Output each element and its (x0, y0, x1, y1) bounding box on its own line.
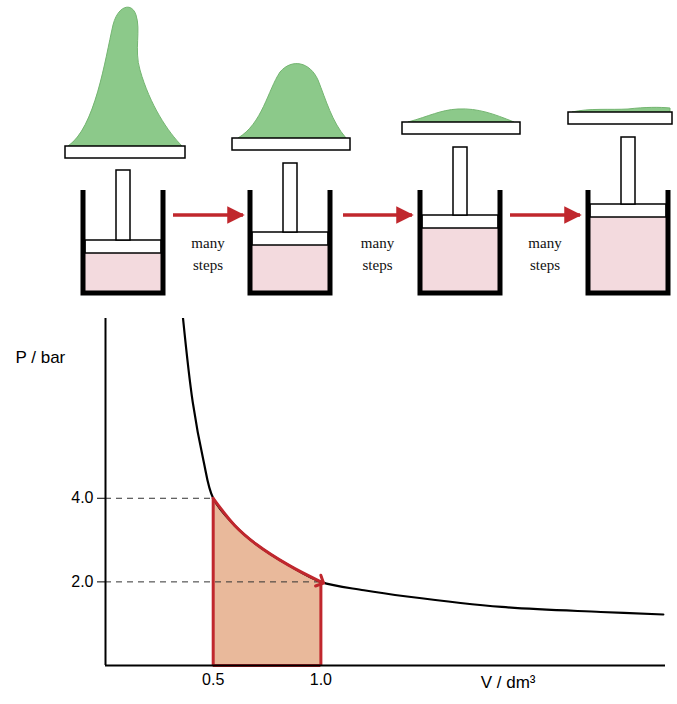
svg-text:V / dm³: V / dm³ (481, 673, 536, 692)
svg-text:0.5: 0.5 (202, 671, 224, 688)
svg-text:P / bar: P / bar (16, 348, 66, 367)
svg-text:manysteps: manysteps (361, 235, 395, 273)
svg-text:manysteps: manysteps (191, 235, 225, 273)
svg-text:manysteps: manysteps (528, 235, 562, 273)
svg-text:4.0: 4.0 (71, 489, 93, 506)
svg-text:1.0: 1.0 (310, 671, 332, 688)
svg-text:2.0: 2.0 (71, 573, 93, 590)
